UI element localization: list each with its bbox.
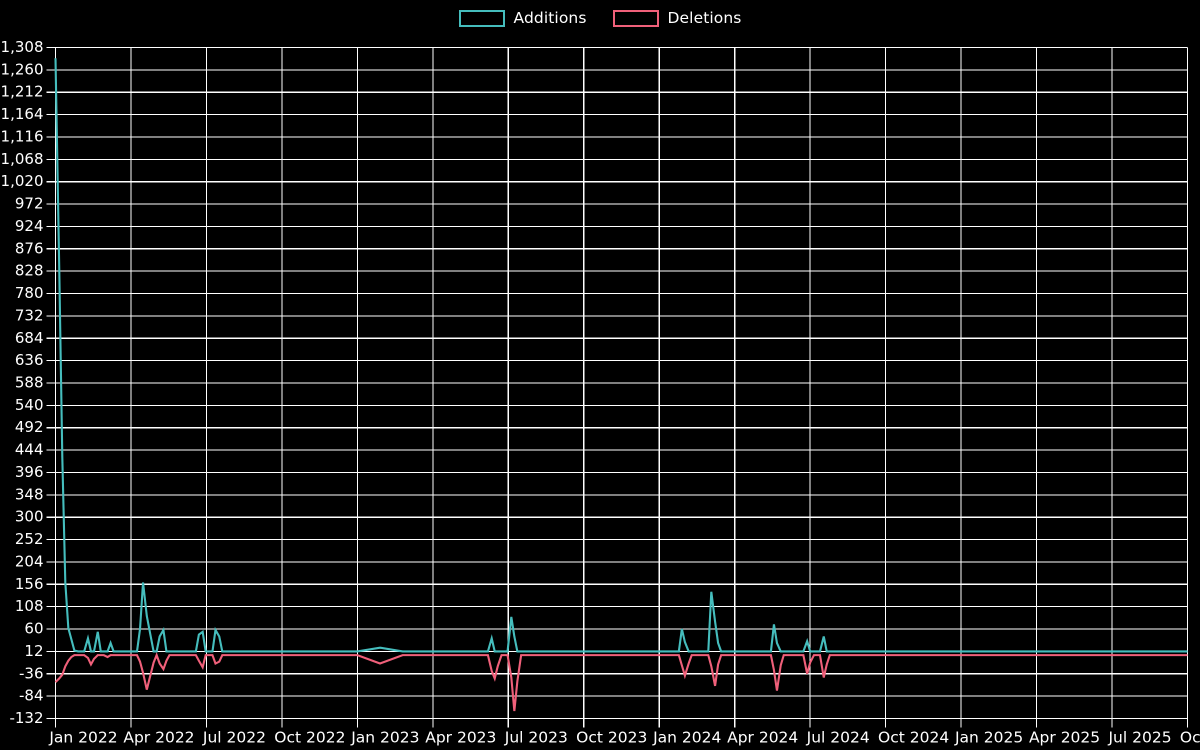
x-tick-label: Apr 2022 [123,729,194,747]
x-tick-label: Apr 2024 [727,729,798,747]
y-tick-label: 12 [24,642,43,660]
y-tick-label: 1,308 [1,38,44,56]
x-tick-label: Jan 2024 [652,729,721,747]
y-tick-label: 1,116 [1,127,44,145]
y-tick-label: 732 [15,306,44,324]
y-tick-label: 1,212 [1,83,44,101]
y-tick-label: 444 [15,441,44,459]
y-tick-label: 684 [15,329,44,347]
y-tick-label: 492 [15,418,44,436]
x-tick-label: Oct 2024 [878,729,949,747]
legend-label-deletions: Deletions [667,9,742,27]
y-tick-label: 108 [15,597,44,615]
x-tick-label: Jan 2022 [48,729,117,747]
y-tick-label: 1,068 [1,150,44,168]
y-tick-label: 156 [15,575,44,593]
x-tick-label: Oct 2022 [274,729,345,747]
x-tick-label: Jul 2022 [202,729,266,747]
y-tick-label: 300 [15,508,44,526]
grid-layer [54,46,1189,720]
chart-legend: Additions Deletions [0,0,1200,36]
legend-item-additions[interactable]: Additions [458,9,587,27]
y-tick-label: 924 [15,217,44,235]
x-tick-label: Jul 2024 [806,729,870,747]
y-tick-label: -132 [9,709,43,727]
x-axis-ticks: Jan 2022 Apr 2022 Jul 2022 Oct 2022 Jan 2023… [48,718,1200,747]
x-tick-label: Apr 2025 [1029,729,1100,747]
x-tick-label: Jul 2023 [504,729,568,747]
x-tick-label: Jul 2025 [1107,729,1171,747]
y-tick-label: 1,164 [1,105,44,123]
y-tick-label: 204 [15,552,44,570]
y-tick-label: -36 [19,664,44,682]
y-tick-label: 780 [15,284,44,302]
x-tick-label: Jan 2023 [350,729,419,747]
y-tick-label: 828 [15,262,44,280]
y-tick-label: 1,020 [1,172,44,190]
series-line-additions[interactable] [54,58,1188,653]
x-tick-label: Oct 2025 [1180,729,1200,747]
y-tick-label: 588 [15,374,44,392]
series-layer [54,58,1188,712]
legend-swatch-additions [458,9,505,27]
y-tick-label: 60 [24,620,43,638]
y-tick-label: 348 [15,485,44,503]
x-tick-label: Oct 2023 [576,729,647,747]
y-tick-label: 876 [15,239,44,257]
legend-item-deletions[interactable]: Deletions [612,9,742,27]
legend-swatch-deletions [612,9,659,27]
legend-label-additions: Additions [513,9,587,27]
y-tick-label: 540 [15,396,44,414]
y-tick-label: 636 [15,351,44,369]
y-tick-label: 396 [15,463,44,481]
x-tick-label: Apr 2023 [425,729,496,747]
y-tick-label: 1,260 [1,60,44,78]
y-tick-label: 252 [15,530,44,548]
y-tick-label: -84 [19,687,44,705]
y-axis-ticks: -132 -84 -36 12 60 108 156 204 252 300 348 396 444 49… [1,38,56,727]
y-tick-label: 972 [15,195,44,213]
series-line-deletions[interactable] [54,652,1188,712]
x-tick-label: Jan 2025 [954,729,1023,747]
